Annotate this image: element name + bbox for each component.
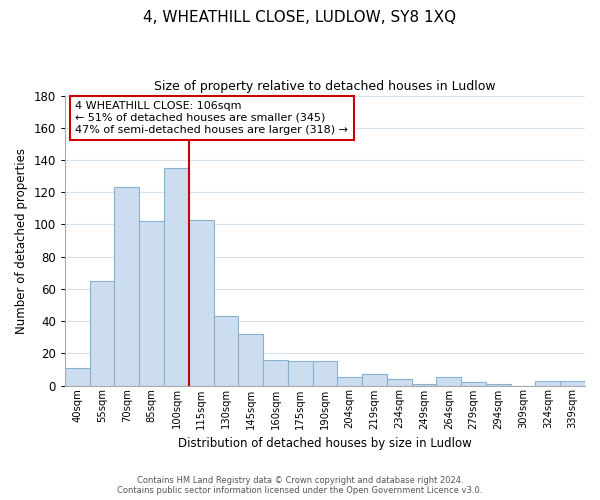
- Bar: [263, 360, 288, 386]
- Bar: [139, 221, 164, 386]
- Bar: [461, 382, 486, 386]
- Text: 4 WHEATHILL CLOSE: 106sqm
← 51% of detached houses are smaller (345)
47% of semi: 4 WHEATHILL CLOSE: 106sqm ← 51% of detac…: [76, 102, 349, 134]
- Bar: [362, 374, 387, 386]
- Bar: [535, 380, 560, 386]
- Bar: [189, 220, 214, 386]
- Bar: [164, 168, 189, 386]
- Bar: [486, 384, 511, 386]
- Bar: [214, 316, 238, 386]
- Bar: [65, 368, 90, 386]
- Title: Size of property relative to detached houses in Ludlow: Size of property relative to detached ho…: [154, 80, 496, 93]
- Bar: [115, 188, 139, 386]
- Bar: [412, 384, 436, 386]
- Text: 4, WHEATHILL CLOSE, LUDLOW, SY8 1XQ: 4, WHEATHILL CLOSE, LUDLOW, SY8 1XQ: [143, 10, 457, 25]
- Bar: [313, 362, 337, 386]
- Y-axis label: Number of detached properties: Number of detached properties: [15, 148, 28, 334]
- Bar: [560, 380, 585, 386]
- Text: Contains HM Land Registry data © Crown copyright and database right 2024.
Contai: Contains HM Land Registry data © Crown c…: [118, 476, 482, 495]
- Bar: [288, 362, 313, 386]
- X-axis label: Distribution of detached houses by size in Ludlow: Distribution of detached houses by size …: [178, 437, 472, 450]
- Bar: [436, 378, 461, 386]
- Bar: [337, 378, 362, 386]
- Bar: [387, 379, 412, 386]
- Bar: [90, 281, 115, 386]
- Bar: [238, 334, 263, 386]
